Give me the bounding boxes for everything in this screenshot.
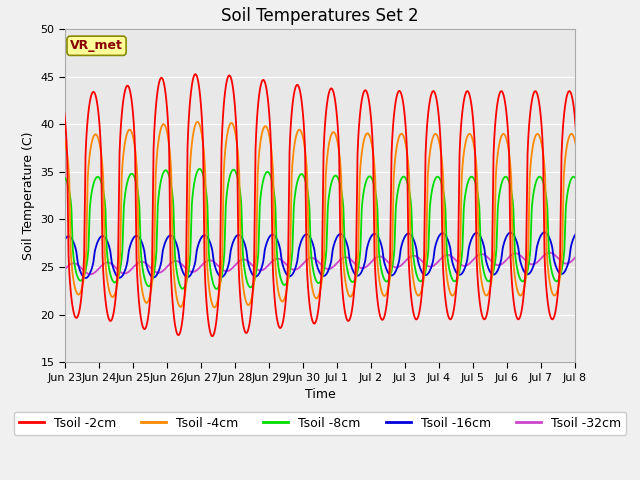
X-axis label: Time: Time xyxy=(305,388,335,401)
Y-axis label: Soil Temperature (C): Soil Temperature (C) xyxy=(22,132,35,260)
Title: Soil Temperatures Set 2: Soil Temperatures Set 2 xyxy=(221,7,419,25)
Legend: Tsoil -2cm, Tsoil -4cm, Tsoil -8cm, Tsoil -16cm, Tsoil -32cm: Tsoil -2cm, Tsoil -4cm, Tsoil -8cm, Tsoi… xyxy=(14,412,626,435)
Text: VR_met: VR_met xyxy=(70,39,123,52)
